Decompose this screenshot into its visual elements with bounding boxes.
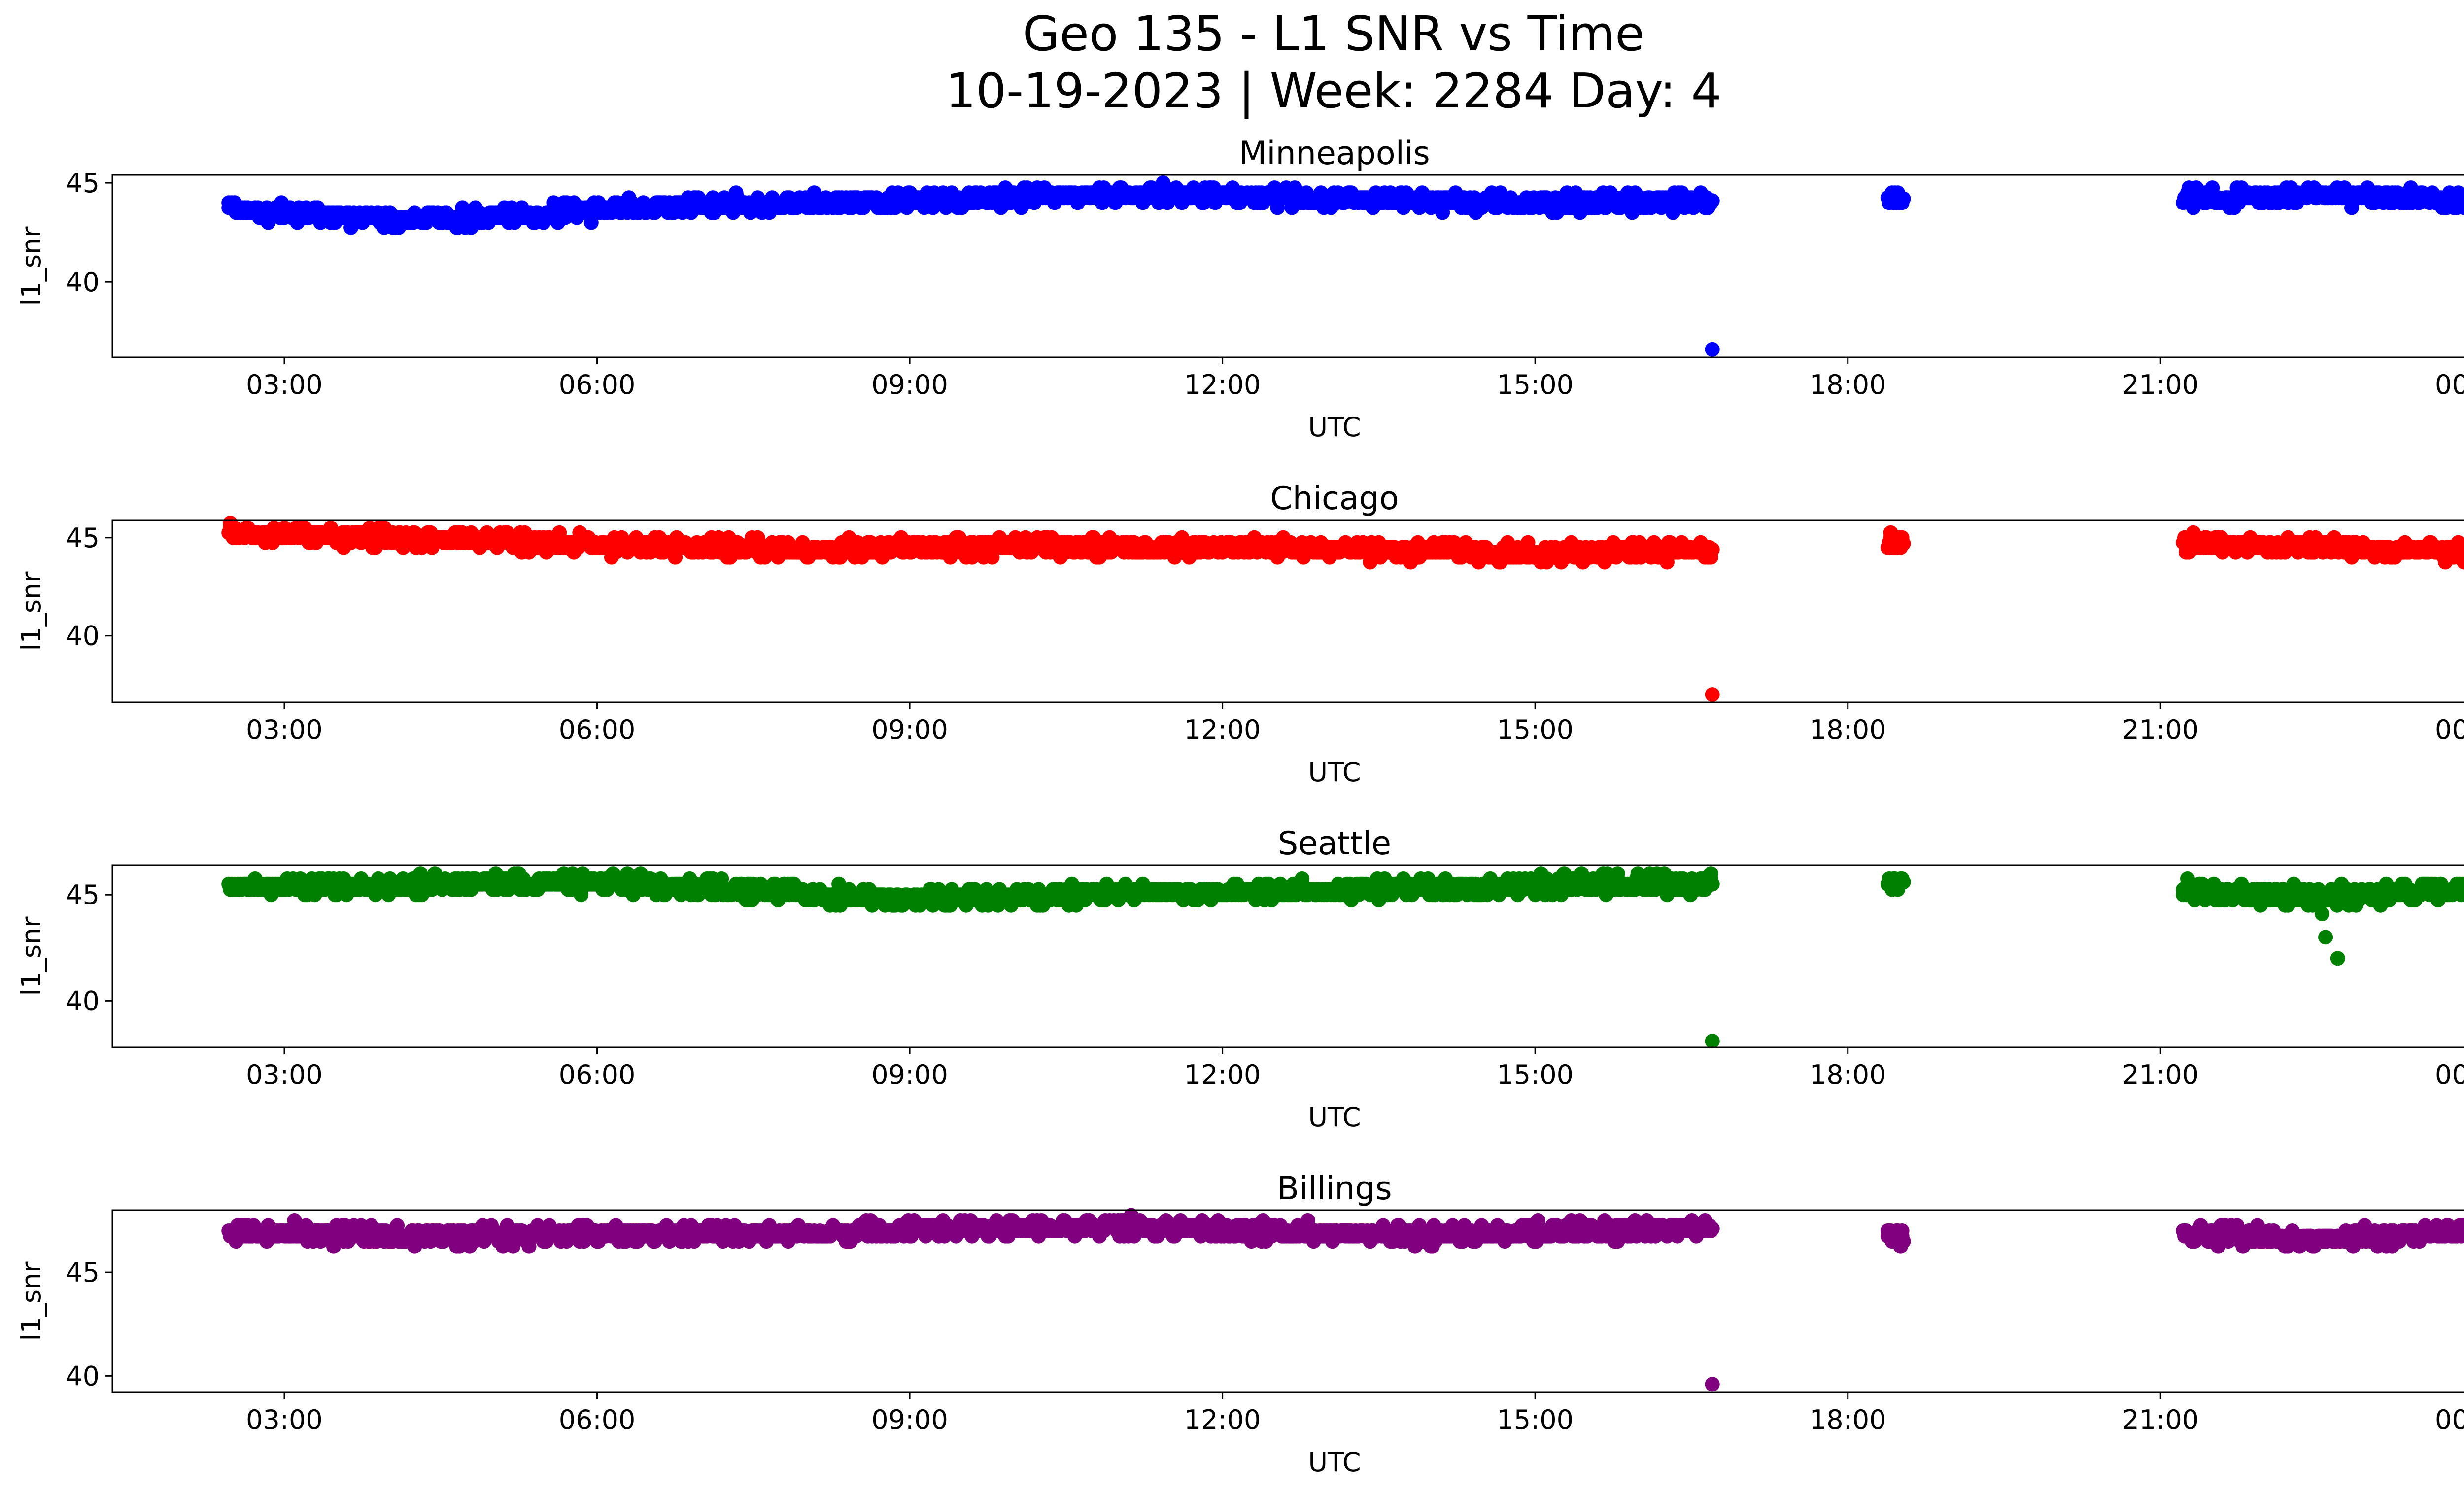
subplots: Minneapolis 03:00 06:00 09:00 12:00 15:00 18:0… [16,135,2464,1478]
y-tick-label: 45 [66,168,100,199]
x-tick-label: 18:00 [1810,714,1886,745]
subplot-title: Chicago [1270,480,1399,517]
outlier-point [1705,687,1720,702]
figure-title-line-1: Geo 135 - L1 SNR vs Time [1023,6,1644,62]
data-point [1705,542,1720,557]
x-tick-label: 15:00 [1497,369,1574,400]
x-axis-label: UTC [1308,757,1361,788]
data-point [1705,193,1720,209]
y-axis-label: l1_snr [16,571,47,651]
x-tick-label: 03:00 [246,714,323,745]
data-point [1896,874,1911,890]
subplot-minneapolis: Minneapolis 03:00 06:00 09:00 12:00 15:00 18:0… [16,135,2464,443]
x-axis-label: UTC [1308,412,1361,443]
x-tick-label: 06:00 [559,714,636,745]
x-tick-label: 06:00 [559,369,636,400]
x-tick-label: 12:00 [1184,369,1261,400]
data-point [1896,191,1911,207]
subplot-chicago: Chicago 03:00 06:00 09:00 12:00 15:00 18:00 21:… [16,480,2464,788]
outlier-point [1705,342,1720,357]
y-tick-label: 45 [66,522,100,554]
subplot-title: Seattle [1278,825,1391,862]
x-tick-label: 00:00 [2435,714,2464,745]
axes-frame [111,174,2464,358]
x-tick-label: 21:00 [2122,369,2199,400]
figure-title-line-2: 10-19-2023 | Week: 2284 Day: 4 [946,63,1722,119]
x-tick-label: 09:00 [871,714,948,745]
data-point [1896,536,1911,551]
x-tick-label: 18:00 [1810,369,1886,400]
x-tick-label: 09:00 [871,369,948,400]
x-tick-label: 12:00 [1184,714,1261,745]
y-axis-label: l1_snr [16,226,47,306]
x-tick-label: 21:00 [2122,714,2199,745]
data-point [1705,876,1720,892]
data-points [221,516,2464,702]
x-tick-label: 03:00 [246,369,323,400]
x-tick-label: 00:00 [2435,369,2464,400]
subplot-title: Minneapolis [1239,135,1430,172]
data-points [221,175,2464,357]
y-tick-label: 40 [66,267,100,298]
data-point [2462,198,2464,208]
x-tick-label: 15:00 [1497,714,1574,745]
y-tick-label: 40 [66,621,100,652]
